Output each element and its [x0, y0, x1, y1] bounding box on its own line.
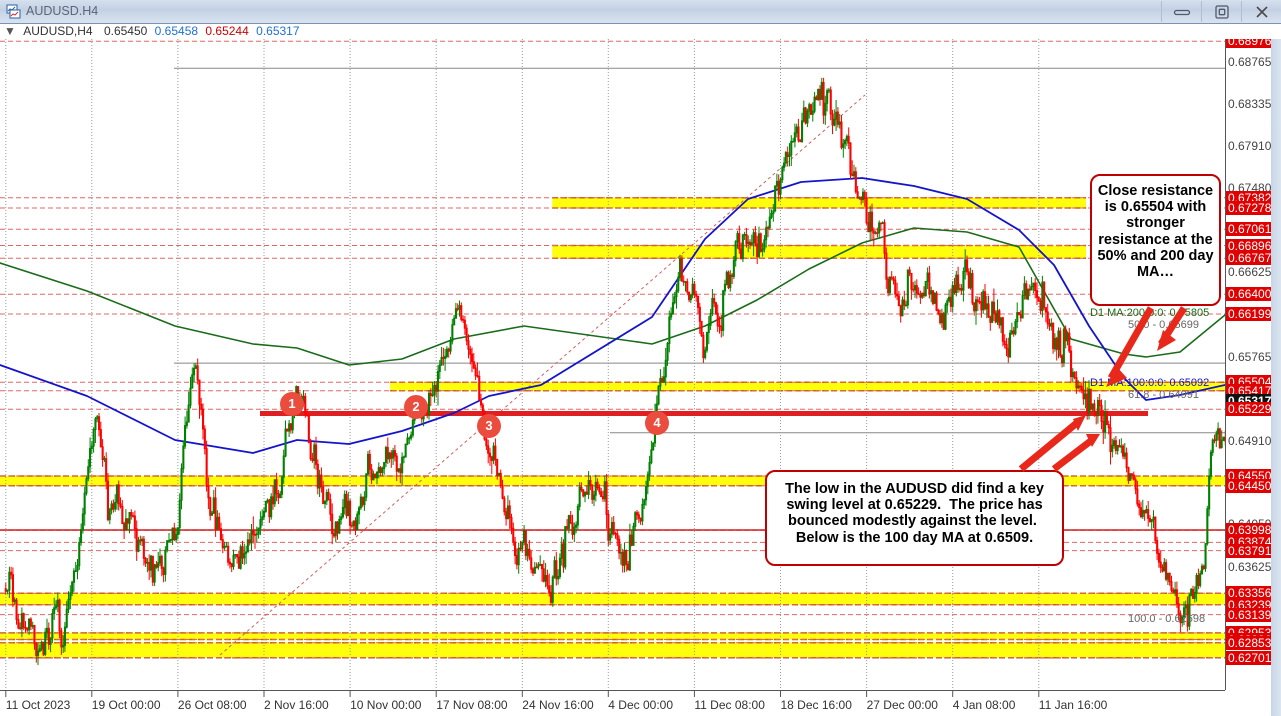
svg-text:D1 MA:200:0:0: 0.65805: D1 MA:200:0:0: 0.65805 [1090, 307, 1209, 319]
svg-text:2: 2 [412, 399, 419, 414]
svg-text:1: 1 [288, 396, 295, 411]
svg-text:D1 MA:100:0:0: 0.65092: D1 MA:100:0:0: 0.65092 [1090, 377, 1209, 389]
svg-text:3: 3 [485, 418, 492, 433]
svg-text:61.8 - 0.64991: 61.8 - 0.64991 [1128, 389, 1199, 401]
svg-text:4: 4 [653, 415, 661, 430]
svg-text:50.0 - 0.65699: 50.0 - 0.65699 [1128, 319, 1199, 331]
svg-text:100.0 - 0.62698: 100.0 - 0.62698 [1128, 613, 1205, 625]
